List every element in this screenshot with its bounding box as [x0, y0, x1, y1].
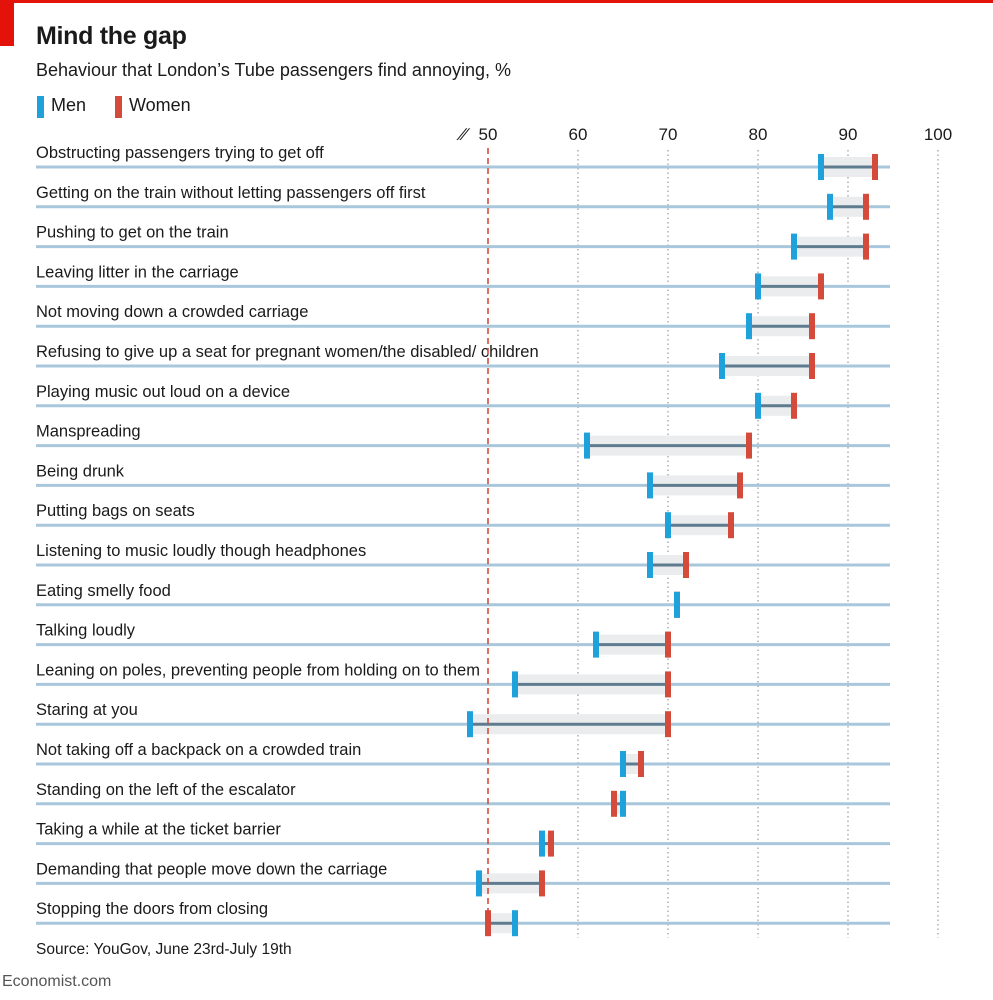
row-label: Being drunk — [36, 462, 125, 480]
marker-men — [539, 830, 545, 857]
row-label: Stopping the doors from closing — [36, 900, 268, 918]
marker-women — [809, 353, 815, 379]
marker-men — [647, 552, 653, 578]
marker-men — [476, 870, 482, 897]
marker-men — [746, 313, 752, 340]
x-tick-label-90: 90 — [839, 125, 858, 144]
marker-men — [755, 392, 761, 419]
top-rule — [0, 0, 993, 3]
footer-credit: Economist.com — [2, 973, 112, 990]
marker-women — [665, 631, 671, 658]
marker-men — [467, 711, 473, 738]
chart-rows: Obstructing passengers trying to get off… — [36, 144, 890, 937]
marker-men — [647, 472, 653, 499]
marker-women — [863, 233, 869, 260]
marker-women — [611, 790, 617, 817]
x-tick-label-50: 50 — [479, 125, 498, 144]
gridlines — [577, 150, 939, 938]
marker-men — [620, 790, 626, 817]
legend-men-swatch — [37, 96, 44, 118]
marker-women — [638, 751, 644, 777]
marker-men — [512, 910, 518, 937]
legend-women-label: Women — [129, 95, 191, 115]
marker-men — [584, 432, 590, 459]
marker-women — [728, 512, 734, 539]
marker-women — [809, 313, 815, 340]
marker-men — [512, 671, 518, 698]
row-label: Not moving down a crowded carriage — [36, 303, 308, 321]
marker-men — [818, 154, 824, 180]
x-tick-label-60: 60 — [569, 125, 588, 144]
marker-men — [755, 273, 761, 300]
legend-men-label: Men — [51, 95, 87, 115]
marker-women — [683, 552, 689, 578]
marker-women — [872, 154, 878, 180]
marker-men — [620, 751, 626, 777]
marker-men — [593, 631, 599, 658]
row-label: Manspreading — [36, 423, 141, 441]
marker-women — [746, 432, 752, 459]
row-label: Pushing to get on the train — [36, 224, 229, 242]
marker-men — [665, 512, 671, 539]
legend-women-swatch — [115, 96, 122, 118]
row-label: Obstructing passengers trying to get off — [36, 144, 324, 162]
row-label: Listening to music loudly though headpho… — [36, 542, 366, 560]
x-axis-ticks: 50 60 70 80 90 100 ∕∕ — [456, 125, 952, 144]
row-label: Taking a while at the ticket barrier — [36, 821, 281, 839]
row-label: Getting on the train without letting pas… — [36, 184, 426, 202]
marker-men — [827, 193, 833, 220]
brand-red-tag — [0, 0, 14, 46]
marker-women — [818, 273, 824, 300]
x-tick-label-70: 70 — [659, 125, 678, 144]
x-tick-label-80: 80 — [749, 125, 768, 144]
marker-women — [548, 830, 554, 857]
row-label: Staring at you — [36, 701, 138, 719]
marker-men — [791, 233, 797, 260]
x-tick-label-100: 100 — [924, 125, 952, 144]
marker-women — [737, 472, 743, 499]
row-label: Demanding that people move down the carr… — [36, 860, 387, 878]
marker-women — [665, 711, 671, 738]
marker-men — [719, 353, 725, 379]
row-label: Leaving litter in the carriage — [36, 263, 239, 281]
marker-men — [674, 591, 680, 618]
chart-title: Mind the gap — [36, 22, 187, 50]
row-label: Playing music out loud on a device — [36, 383, 290, 401]
row-label: Talking loudly — [36, 622, 136, 640]
row-label: Standing on the left of the escalator — [36, 781, 296, 799]
broken-axis-symbol: ∕∕ — [456, 125, 471, 144]
marker-women — [791, 392, 797, 419]
marker-women — [863, 193, 869, 220]
chart-subtitle: Behaviour that London’s Tube passengers … — [36, 60, 512, 80]
row-label: Refusing to give up a seat for pregnant … — [36, 343, 539, 361]
row-label: Leaning on poles, preventing people from… — [36, 661, 480, 679]
row-label: Eating smelly food — [36, 582, 171, 600]
marker-women — [665, 671, 671, 698]
source-note: Source: YouGov, June 23rd-July 19th — [36, 941, 292, 958]
row-label: Not taking off a backpack on a crowded t… — [36, 741, 361, 759]
row-label: Putting bags on seats — [36, 502, 195, 520]
marker-women — [539, 870, 545, 897]
